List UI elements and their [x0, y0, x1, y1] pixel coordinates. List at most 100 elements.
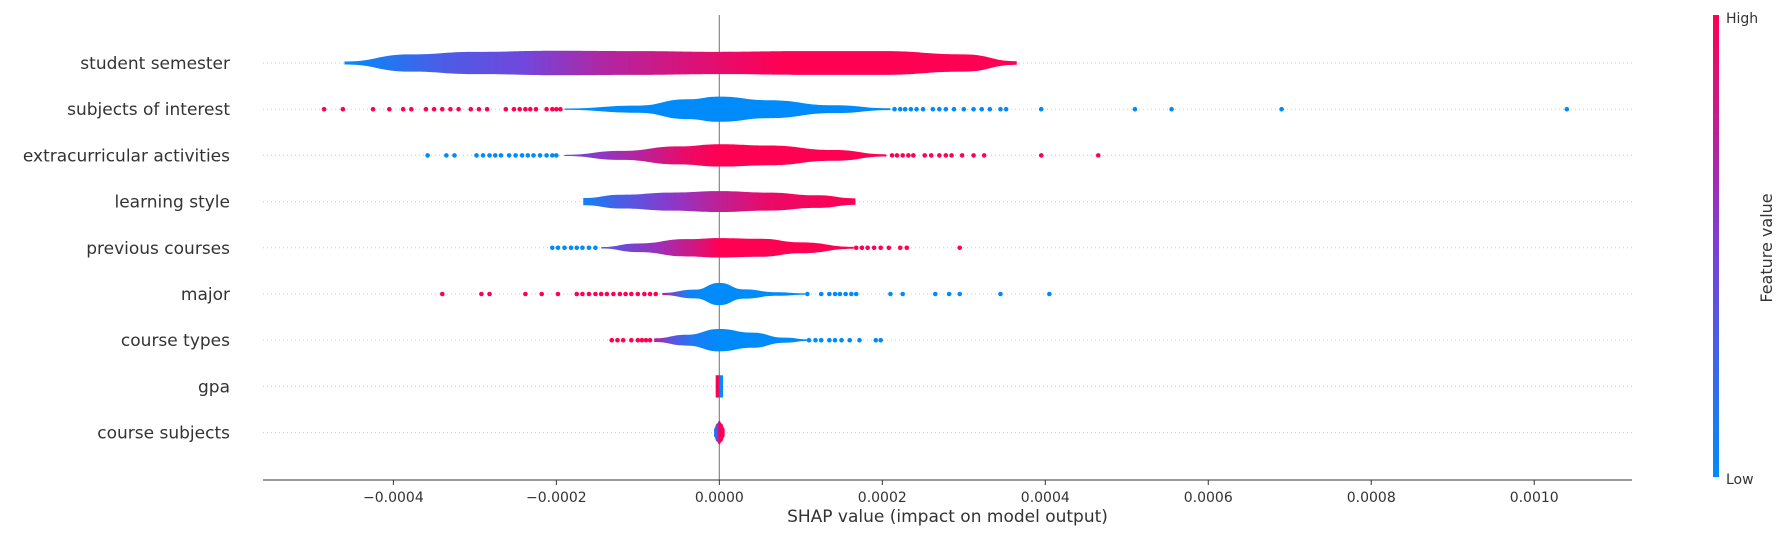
outlier-dot: [949, 153, 954, 158]
outlier-dot: [943, 106, 949, 112]
outlier-dot: [805, 291, 810, 297]
outlier-dot: [897, 106, 903, 112]
outlier-dot: [937, 153, 942, 158]
outlier-dot: [900, 153, 905, 158]
outlier-dot: [370, 106, 376, 112]
x-tick-label: −0.0004: [363, 490, 424, 506]
feature-labels: student semester subjects of interest extr…: [23, 54, 230, 444]
outlier-dot: [537, 153, 543, 158]
feature-label: course types: [121, 331, 230, 351]
outlier-dot: [513, 153, 518, 158]
outlier-dot: [818, 291, 824, 297]
outlier-dot: [914, 106, 919, 112]
x-tick-label: 0.0000: [695, 490, 744, 506]
outlier-dot: [853, 245, 859, 251]
outlier-dot: [523, 291, 528, 297]
outlier-dot: [623, 291, 628, 297]
feature-label: extracurricular activities: [23, 146, 230, 166]
outlier-dot: [847, 337, 853, 343]
outlier-dot: [439, 291, 445, 297]
outlier-dot: [452, 153, 457, 158]
outlier-dot: [544, 153, 549, 158]
outlier-dot: [1003, 106, 1009, 112]
outlier-dot: [525, 153, 531, 158]
outlier-dot: [448, 106, 453, 112]
outlier-dot: [586, 245, 592, 251]
outlier-dot: [889, 153, 895, 158]
outlier-dot: [580, 291, 585, 297]
outlier-dot: [813, 337, 818, 343]
outlier-dot: [456, 106, 461, 112]
outlier-dot: [523, 106, 528, 112]
outlier-dot: [888, 291, 893, 297]
outlier-dot: [400, 106, 406, 112]
outlier-dot: [904, 245, 910, 251]
outlier-dot: [961, 106, 967, 112]
outlier-dot: [1047, 291, 1052, 297]
outlier-dot: [897, 245, 903, 251]
outlier-dot: [1564, 106, 1570, 112]
outlier-dot: [873, 337, 879, 343]
outlier-dot: [620, 337, 626, 343]
outlier-dot: [957, 245, 963, 251]
outlier-dot: [574, 291, 580, 297]
feature-label: previous courses: [86, 239, 230, 259]
outlier-dot: [639, 337, 645, 343]
violin-course-types: [654, 329, 809, 352]
outlier-dot: [827, 291, 832, 297]
outlier-dot: [951, 106, 957, 112]
x-axis: −0.0004 −0.0002 0.0000 0.0002 0.0004 0.0006 0.…: [263, 479, 1632, 506]
x-tick-label: 0.0010: [1510, 490, 1559, 506]
feature-label: subjects of interest: [67, 100, 230, 120]
outlier-dot: [859, 245, 865, 251]
outlier-dot: [487, 291, 492, 297]
outlier-dot: [922, 153, 927, 158]
outlier-dot: [425, 153, 430, 158]
outlier-dot: [549, 153, 555, 158]
violin-gpa: [715, 375, 724, 398]
outlier-dot: [878, 337, 883, 343]
outlier-dot: [653, 291, 659, 297]
outlier-dot: [998, 291, 1003, 297]
outlier-dot: [549, 106, 555, 112]
outlier-dot: [849, 291, 854, 297]
outlier-dot: [1132, 106, 1138, 112]
x-tick-label: 0.0004: [1021, 490, 1070, 506]
outlier-dot: [598, 291, 604, 297]
outlier-dot: [617, 291, 623, 297]
outlier-dot: [629, 291, 634, 297]
violin-subjects-of-interest: [564, 96, 891, 122]
outlier-dot: [908, 106, 914, 112]
x-tick-label: 0.0006: [1184, 490, 1233, 506]
outlier-dot: [519, 153, 525, 158]
violin-extracurricular-activities: [564, 144, 887, 167]
outlier-dot: [928, 153, 934, 158]
outlier-dot: [906, 153, 911, 158]
outlier-dot: [1095, 153, 1101, 158]
outlier-dot: [865, 245, 870, 251]
outlier-dot: [527, 106, 533, 112]
outlier-dot: [1169, 106, 1174, 112]
feature-label: gpa: [198, 377, 230, 397]
outlier-dot: [894, 153, 900, 158]
outlier-dot: [498, 153, 504, 158]
outlier-dot: [423, 106, 429, 112]
outlier-dot: [511, 106, 517, 112]
colorbar-title: Feature value: [1757, 193, 1776, 302]
outlier-dot: [533, 106, 539, 112]
outlier-dot: [878, 245, 883, 251]
outlier-dot: [902, 106, 908, 112]
outlier-dot: [920, 106, 926, 112]
outlier-dot: [555, 291, 561, 297]
outlier-dot: [930, 106, 936, 112]
row-guides: [263, 62, 1632, 434]
colorbar-high-label: High: [1726, 11, 1758, 27]
outlier-dot: [839, 337, 844, 343]
feature-label: learning style: [114, 193, 230, 213]
violins: [344, 50, 1017, 445]
outlier-dot: [615, 337, 620, 343]
feature-label: course subjects: [97, 424, 230, 444]
outlier-dot: [558, 106, 563, 112]
outlier-dot: [476, 106, 482, 112]
